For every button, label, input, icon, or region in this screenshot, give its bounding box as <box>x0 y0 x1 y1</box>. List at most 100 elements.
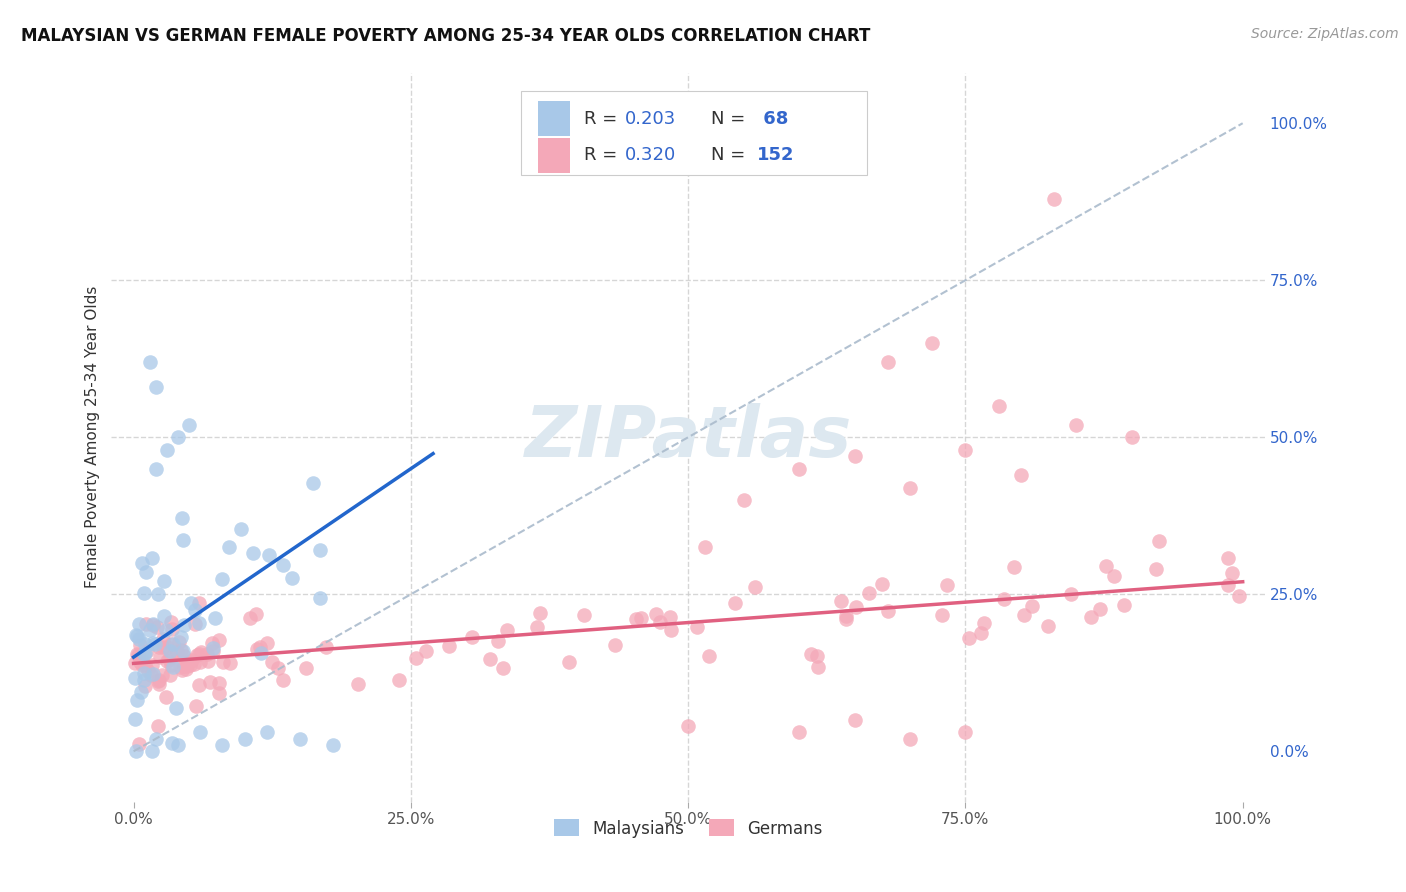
Germans <box>1102 569 1125 583</box>
Germans <box>187 647 209 661</box>
Malaysians <box>159 644 181 658</box>
Malaysians <box>211 572 233 586</box>
Malaysians <box>233 731 256 746</box>
Germans <box>159 637 181 651</box>
Germans <box>239 611 262 625</box>
Germans <box>183 657 205 672</box>
Malaysians <box>142 616 165 631</box>
Malaysians <box>167 738 190 752</box>
Text: MALAYSIAN VS GERMAN FEMALE POVERTY AMONG 25-34 YEAR OLDS CORRELATION CHART: MALAYSIAN VS GERMAN FEMALE POVERTY AMONG… <box>21 27 870 45</box>
Germans <box>208 632 231 647</box>
Germans <box>141 657 163 672</box>
Germans <box>201 636 224 650</box>
Germans <box>1021 599 1043 614</box>
Germans <box>1121 430 1143 444</box>
Germans <box>173 649 195 664</box>
Germans <box>211 655 233 669</box>
Germans <box>1080 610 1102 624</box>
Germans <box>156 654 179 668</box>
Germans <box>184 616 207 631</box>
Germans <box>127 648 149 662</box>
Germans <box>146 719 169 733</box>
Malaysians <box>308 543 330 558</box>
Malaysians <box>134 647 156 661</box>
Germans <box>800 647 823 661</box>
Germans <box>1144 562 1167 576</box>
Malaysians <box>173 618 195 632</box>
Malaysians <box>145 731 167 746</box>
Malaysians <box>134 586 156 600</box>
Text: ZIPatlas: ZIPatlas <box>524 403 852 472</box>
Germans <box>1066 417 1088 432</box>
Germans <box>249 640 271 654</box>
Malaysians <box>170 630 193 644</box>
Germans <box>835 608 858 623</box>
Germans <box>245 607 267 621</box>
Malaysians <box>160 736 183 750</box>
Malaysians <box>172 533 194 547</box>
Germans <box>148 640 170 654</box>
Germans <box>1220 566 1243 581</box>
Germans <box>935 577 957 591</box>
Germans <box>159 667 181 681</box>
Germans <box>993 592 1015 607</box>
Germans <box>806 648 828 663</box>
Germans <box>152 640 174 655</box>
Germans <box>208 685 231 699</box>
Germans <box>174 661 197 675</box>
Malaysians <box>250 646 273 660</box>
Germans <box>315 640 337 655</box>
Germans <box>346 676 368 690</box>
Germans <box>697 648 720 663</box>
Malaysians <box>142 636 165 650</box>
Germans <box>166 645 188 659</box>
Malaysians <box>145 461 167 475</box>
Germans <box>558 656 581 670</box>
Germans <box>190 645 212 659</box>
Germans <box>686 620 709 634</box>
Germans <box>145 620 167 634</box>
Germans <box>156 640 179 654</box>
Germans <box>845 600 868 615</box>
Malaysians <box>202 641 225 656</box>
Germans <box>478 652 501 666</box>
Malaysians <box>153 574 176 589</box>
Malaysians <box>188 616 211 631</box>
Malaysians <box>125 628 148 642</box>
Germans <box>169 660 191 674</box>
Germans <box>1147 534 1170 549</box>
Germans <box>658 610 681 624</box>
Germans <box>136 664 159 678</box>
Malaysians <box>172 644 194 658</box>
Germans <box>186 698 208 713</box>
Germans <box>957 631 980 645</box>
Germans <box>128 737 150 751</box>
Germans <box>256 636 278 650</box>
Germans <box>124 657 146 671</box>
Germans <box>491 660 513 674</box>
Malaysians <box>142 667 165 681</box>
Germans <box>188 655 211 669</box>
Germans <box>630 611 652 625</box>
Germans <box>131 653 153 667</box>
Y-axis label: Female Poverty Among 25-34 Year Olds: Female Poverty Among 25-34 Year Olds <box>86 286 100 589</box>
Malaysians <box>162 637 184 651</box>
Malaysians <box>188 725 211 739</box>
Germans <box>125 647 148 661</box>
Germans <box>970 625 993 640</box>
Germans <box>650 615 672 629</box>
Germans <box>415 644 437 658</box>
Germans <box>496 623 519 637</box>
Germans <box>262 655 284 669</box>
Malaysians <box>128 617 150 632</box>
Malaysians <box>125 629 148 643</box>
Germans <box>876 355 898 369</box>
Malaysians <box>204 611 226 625</box>
Malaysians <box>218 540 240 554</box>
Germans <box>844 713 866 727</box>
Germans <box>148 673 170 687</box>
Germans <box>267 661 290 675</box>
Germans <box>807 660 830 674</box>
Malaysians <box>242 546 264 560</box>
Germans <box>870 577 893 591</box>
